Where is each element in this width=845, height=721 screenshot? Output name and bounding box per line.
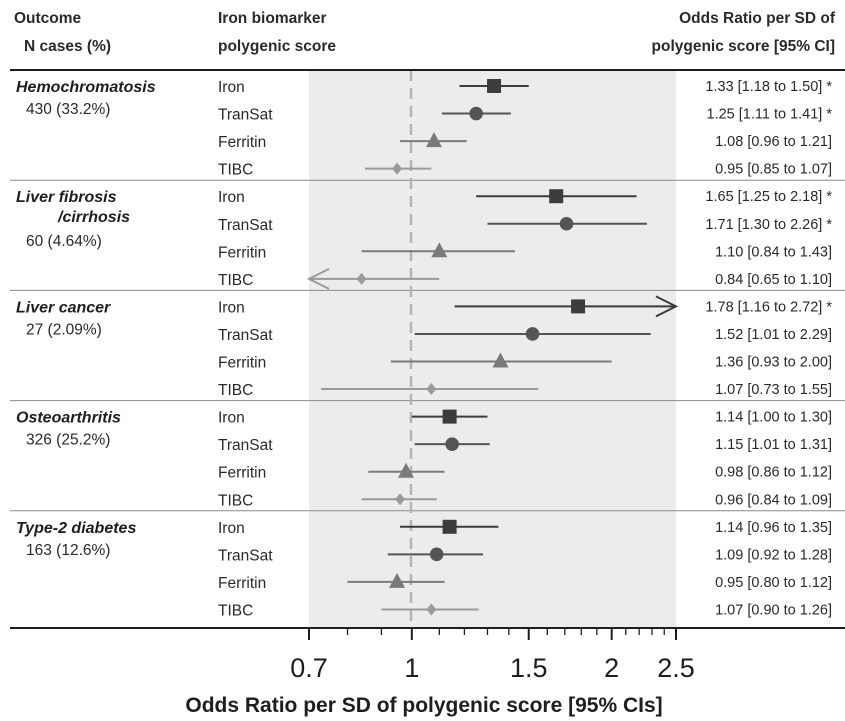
- biomarker-label: TranSat: [218, 547, 273, 564]
- or-label: 1.07 [0.73 to 1.55]: [715, 382, 832, 398]
- ncases-label: 430 (33.2%): [26, 101, 110, 118]
- point-diamond: [392, 162, 403, 175]
- ncases-label: 27 (2.09%): [26, 321, 102, 338]
- or-label: 1.25 [1.11 to 1.41] *: [707, 107, 833, 123]
- biomarker-label: Ferritin: [218, 355, 266, 372]
- point-circle: [445, 437, 459, 451]
- biomarker-label: Ferritin: [218, 134, 266, 151]
- ncases-label: 326 (25.2%): [26, 432, 110, 449]
- point-triangle: [431, 242, 448, 258]
- or-label: 1.08 [0.96 to 1.21]: [715, 134, 832, 150]
- x-axis-tick-label: 2: [604, 653, 619, 683]
- header-or-line1: Odds Ratio per SD of: [679, 10, 836, 27]
- point-circle: [469, 106, 483, 121]
- biomarker-label: Ferritin: [218, 465, 266, 482]
- or-label: 0.96 [0.84 to 1.09]: [715, 492, 832, 508]
- or-label: 0.84 [0.65 to 1.10]: [715, 272, 832, 288]
- outcome-label: /cirrhosis: [57, 209, 130, 226]
- point-circle: [559, 216, 574, 231]
- point-triangle: [389, 572, 406, 588]
- x-axis-tick-label: 1.5: [510, 653, 548, 683]
- point-square: [571, 299, 586, 314]
- x-axis-label: Odds Ratio per SD of polygenic score [95…: [185, 694, 662, 717]
- header-outcome: Outcome: [14, 10, 82, 27]
- biomarker-label: TIBC: [218, 162, 253, 179]
- or-label: 1.10 [0.84 to 1.43]: [715, 244, 832, 260]
- outcome-label: Type-2 diabetes: [16, 520, 136, 537]
- biomarker-label: Iron: [218, 189, 245, 206]
- or-label: 1.52 [1.01 to 2.29]: [715, 327, 832, 343]
- biomarker-label: TranSat: [218, 217, 273, 234]
- point-circle: [525, 327, 540, 341]
- or-label: 1.65 [1.25 to 2.18] *: [705, 189, 832, 205]
- plot-shaded-band: [309, 70, 676, 628]
- or-label: 0.95 [0.85 to 1.07]: [715, 162, 832, 178]
- or-label: 1.14 [0.96 to 1.35]: [715, 520, 832, 536]
- biomarker-label: TIBC: [218, 382, 253, 399]
- header-ncases: N cases (%): [24, 38, 111, 55]
- point-triangle: [492, 352, 509, 368]
- biomarker-label: Ferritin: [218, 244, 266, 261]
- biomarker-label: Iron: [218, 299, 245, 316]
- or-label: 1.07 [0.90 to 1.26]: [715, 602, 832, 618]
- ncases-label: 60 (4.64%): [26, 233, 102, 250]
- ncases-label: 163 (12.6%): [26, 542, 110, 559]
- ci-arrow-right: [655, 295, 679, 318]
- outcome-label: Liver cancer: [16, 299, 111, 316]
- outcome-label: Osteoarthritis: [16, 410, 121, 427]
- point-triangle: [398, 462, 415, 478]
- biomarker-label: TranSat: [218, 437, 273, 454]
- x-axis-tick-label: 2.5: [657, 653, 695, 683]
- biomarker-label: TranSat: [218, 327, 273, 344]
- biomarker-label: TIBC: [218, 272, 253, 289]
- or-label: 1.78 [1.16 to 2.72] *: [705, 299, 832, 315]
- header-or-line2: polygenic score [95% CI]: [652, 38, 835, 55]
- point-diamond: [426, 383, 437, 396]
- biomarker-label: Iron: [218, 79, 245, 96]
- point-square: [442, 519, 457, 534]
- ci-arrow-left: [306, 267, 330, 290]
- biomarker-label: TranSat: [218, 107, 273, 124]
- or-label: 1.14 [1.00 to 1.30]: [715, 410, 832, 426]
- or-label: 1.36 [0.93 to 2.00]: [715, 355, 832, 371]
- point-diamond: [426, 603, 437, 616]
- point-square: [487, 79, 502, 93]
- biomarker-label: Iron: [218, 410, 245, 427]
- point-triangle: [426, 132, 443, 148]
- outcome-label: Hemochromatosis: [16, 79, 156, 96]
- point-diamond: [395, 493, 406, 506]
- or-label: 1.09 [0.92 to 1.28]: [715, 547, 832, 563]
- biomarker-label: TIBC: [218, 492, 253, 509]
- biomarker-label: Iron: [218, 520, 245, 537]
- or-label: 1.71 [1.30 to 2.26] *: [705, 217, 832, 233]
- point-diamond: [356, 272, 367, 285]
- point-circle: [429, 547, 444, 562]
- biomarker-label: Ferritin: [218, 575, 266, 592]
- or-label: 1.15 [1.01 to 1.31]: [715, 437, 832, 453]
- or-label: 0.95 [0.80 to 1.12]: [715, 575, 832, 591]
- or-label: 1.33 [1.18 to 1.50] *: [705, 79, 832, 95]
- header-biomarker-line1: Iron biomarker: [218, 10, 327, 27]
- point-square: [442, 409, 457, 424]
- x-axis-tick-label: 0.7: [290, 653, 328, 683]
- outcome-label: Liver fibrosis: [16, 189, 117, 206]
- x-axis-tick-label: 1: [404, 653, 419, 683]
- biomarker-label: TIBC: [218, 602, 253, 619]
- point-square: [549, 189, 564, 204]
- header-biomarker-line2: polygenic score: [218, 38, 336, 55]
- or-label: 0.98 [0.86 to 1.12]: [715, 465, 832, 481]
